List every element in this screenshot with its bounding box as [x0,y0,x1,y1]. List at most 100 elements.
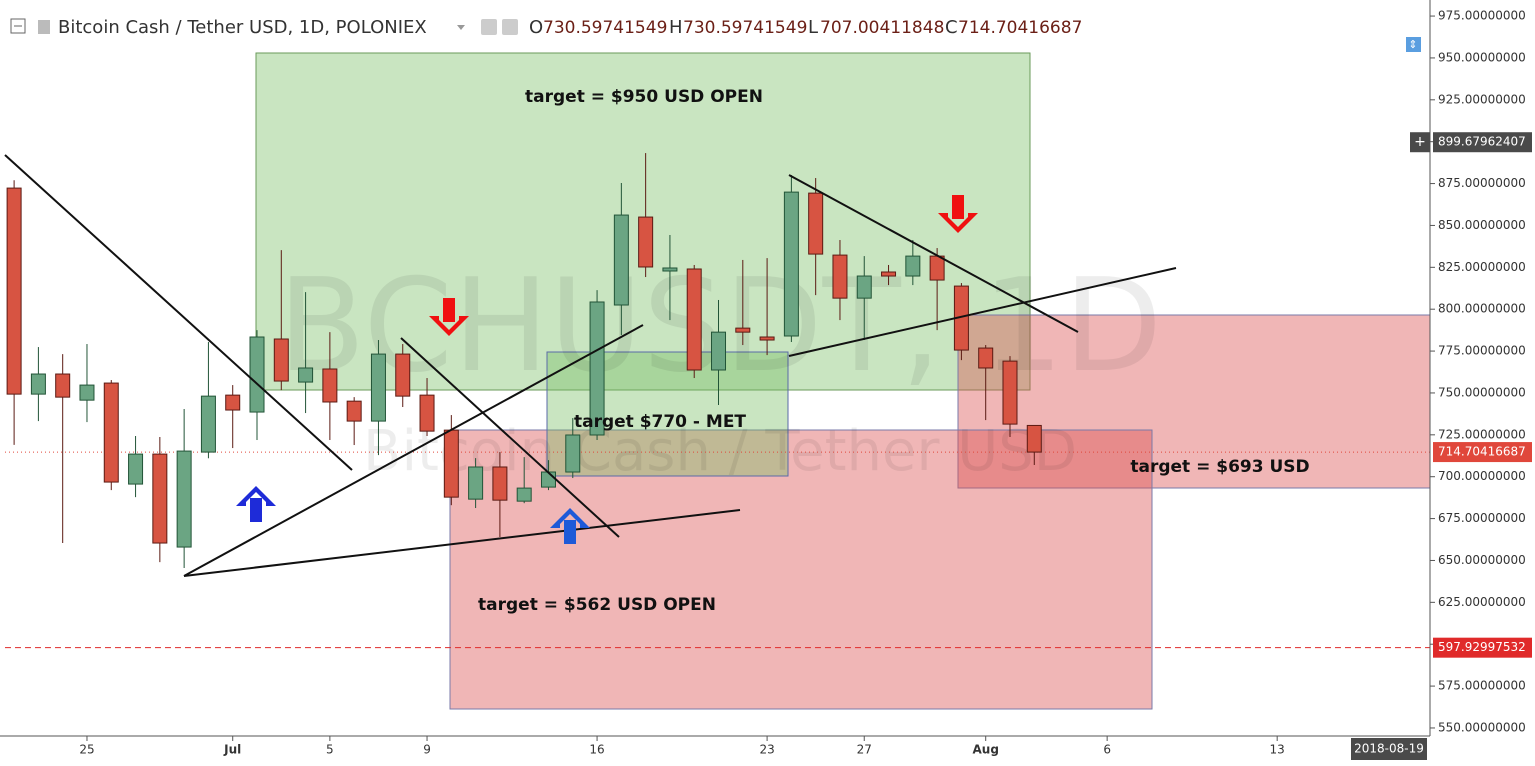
candle-body [128,453,144,485]
ohlc-value: 730.59741549 [683,18,807,38]
candle-body [540,471,556,488]
trend-line [4,154,353,471]
y-tick-label: 575.00000000 [1438,679,1526,693]
candle-body [225,394,241,411]
crosshair-date-box [1351,738,1427,760]
annotation: target = $950 USD OPEN [525,87,763,107]
candle-body [30,373,46,395]
candle-body [638,216,654,268]
candle-body [273,338,289,382]
candle-body [395,353,411,397]
price-marker-box [1433,132,1532,153]
trend-line [788,267,1177,357]
scale-icon-glyph: ⇕ [1408,38,1417,51]
candle-body [565,434,581,473]
trend-line [788,174,1079,333]
candle-body [492,466,508,501]
y-tick-label: 875.00000000 [1438,176,1526,190]
y-tick-label: 800.00000000 [1438,302,1526,316]
candle-body [249,336,265,413]
candle-body [346,400,362,422]
price-marker-label: 714.70416687 [1438,445,1526,459]
candle-body [613,214,629,306]
scale-icon[interactable] [1406,37,1421,52]
candle-body [735,327,751,333]
candle-body [370,353,386,422]
symbol-title[interactable]: Bitcoin Cash / Tether USD, 1D, POLONIEX [58,17,427,38]
y-tick-label: 650.00000000 [1438,553,1526,567]
candle-body [1002,360,1018,425]
ohlc-value: 730.59741549 [543,18,667,38]
y-tick-label: 550.00000000 [1438,720,1526,734]
y-tick-label: 825.00000000 [1438,260,1526,274]
candle-body [686,268,702,371]
x-tick-label: 16 [589,743,604,757]
candle-body [978,347,994,369]
collapse-icon[interactable] [10,18,26,34]
candle-body [783,191,799,337]
candle-body [1026,424,1042,453]
candle-body [905,255,921,277]
trend-lines [4,154,1177,577]
x-tick-label: Jul [223,743,241,757]
crosshair-plus-box [1410,132,1430,153]
arrow-down [429,298,469,336]
candle-body [176,450,192,548]
y-tick-label: 625.00000000 [1438,595,1526,609]
trend-line [183,324,644,577]
y-tick-label: 700.00000000 [1438,469,1526,483]
x-tick-label: 5 [326,743,334,757]
crosshair-plus: + [1414,134,1426,150]
candle-body [322,368,338,403]
candle-body [516,487,532,502]
candle-body [662,267,678,272]
trend-line [183,509,741,577]
price-marker-box [1433,637,1532,658]
candle-body [856,275,872,299]
candle-body [443,429,459,498]
x-tick-label: 13 [1270,743,1285,757]
candle-body [881,271,897,277]
x-tick-label: 9 [423,743,431,757]
candle-body [808,192,824,255]
candle-body [298,367,314,383]
candle-body [589,301,605,436]
price-marker-label: 597.92997532 [1438,640,1526,654]
y-tick-label: 850.00000000 [1438,218,1526,232]
candle-body [711,331,727,371]
annotation: target = $693 USD [1130,457,1309,477]
candle-body [468,466,484,500]
candle-body [832,254,848,299]
x-tick-label: 23 [759,743,774,757]
crosshair-date: 2018-08-19 [1354,742,1424,756]
candle-body [6,187,22,395]
x-tick-label: 25 [79,743,94,757]
y-tick-label: 775.00000000 [1438,344,1526,358]
arrow-up [236,486,276,522]
candle-body [419,394,435,432]
settings-icon[interactable] [502,19,518,35]
x-tick-label: Aug [972,743,998,757]
candle-body [200,395,216,453]
y-tick-label: 925.00000000 [1438,92,1526,106]
arrow-up [550,508,590,544]
ohlc-label: L [808,17,818,38]
dropdown-caret[interactable] [457,25,465,30]
ohlc-value: 707.00411848 [820,18,944,38]
arrow-down [938,195,978,233]
y-tick-label: 975.00000000 [1438,9,1526,23]
annotation: target = $562 USD OPEN [478,595,716,615]
y-tick-label: 750.00000000 [1438,385,1526,399]
ohlc-label: C [945,17,958,38]
trend-line [400,337,620,538]
eye-icon[interactable] [481,19,497,35]
watermark: BCHUSDT, 1D [278,252,1162,401]
candle-body [103,382,119,483]
y-tick-label: 675.00000000 [1438,511,1526,525]
y-tick-label: 950.00000000 [1438,50,1526,64]
symbol-icon [38,20,50,34]
candle-body [79,384,95,401]
target-zone-green [546,351,789,477]
price-marker-label: 899.67962407 [1438,135,1526,149]
